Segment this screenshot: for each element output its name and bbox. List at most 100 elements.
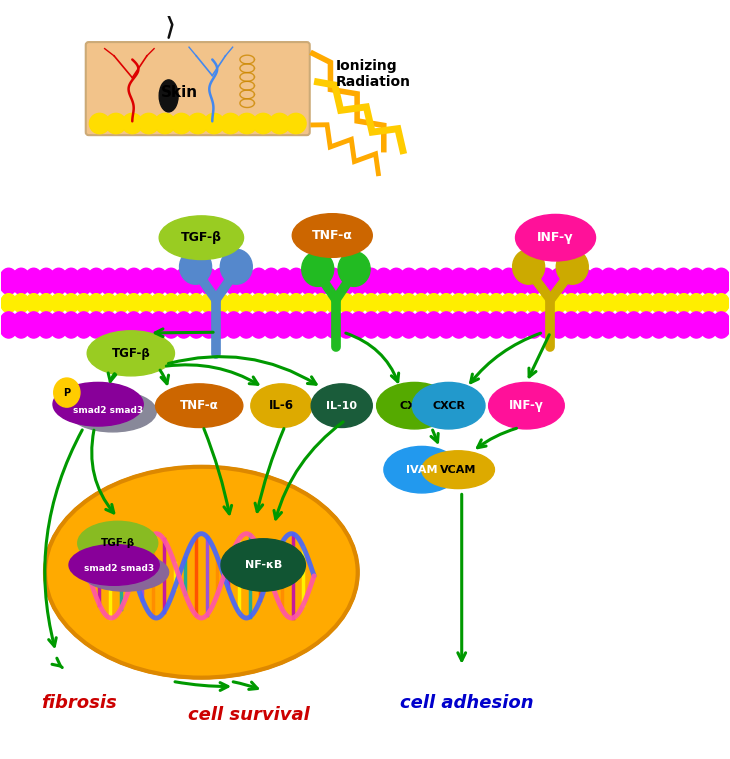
Ellipse shape <box>377 383 453 429</box>
Ellipse shape <box>124 312 143 338</box>
Ellipse shape <box>337 268 356 294</box>
Text: Ionizing
Radiation: Ionizing Radiation <box>336 59 411 89</box>
Ellipse shape <box>221 539 305 591</box>
Ellipse shape <box>387 268 406 294</box>
Ellipse shape <box>712 268 730 294</box>
Ellipse shape <box>364 294 380 313</box>
Ellipse shape <box>349 312 368 338</box>
Ellipse shape <box>651 294 666 313</box>
Ellipse shape <box>699 312 718 338</box>
Ellipse shape <box>524 312 543 338</box>
Text: CXLL: CXLL <box>399 401 430 411</box>
Ellipse shape <box>50 294 66 313</box>
Ellipse shape <box>187 268 206 294</box>
Ellipse shape <box>412 312 431 338</box>
Ellipse shape <box>238 294 254 313</box>
Ellipse shape <box>213 294 229 313</box>
Ellipse shape <box>613 294 629 313</box>
Ellipse shape <box>62 312 80 338</box>
Ellipse shape <box>155 384 243 427</box>
Ellipse shape <box>74 268 93 294</box>
Ellipse shape <box>150 294 166 313</box>
Text: cell adhesion: cell adhesion <box>400 694 534 712</box>
Text: TGF-β: TGF-β <box>181 231 222 244</box>
Ellipse shape <box>474 312 493 338</box>
Ellipse shape <box>0 268 18 294</box>
Ellipse shape <box>138 294 154 313</box>
Text: IVAM: IVAM <box>406 465 437 474</box>
Ellipse shape <box>637 268 656 294</box>
Ellipse shape <box>49 268 68 294</box>
Ellipse shape <box>224 312 243 338</box>
Ellipse shape <box>599 312 618 338</box>
Ellipse shape <box>262 268 280 294</box>
Ellipse shape <box>524 268 543 294</box>
Ellipse shape <box>62 268 80 294</box>
Ellipse shape <box>438 294 454 313</box>
Ellipse shape <box>301 251 334 286</box>
Ellipse shape <box>159 80 178 112</box>
Ellipse shape <box>64 294 79 313</box>
Ellipse shape <box>362 268 381 294</box>
Ellipse shape <box>36 268 55 294</box>
Ellipse shape <box>576 294 592 313</box>
Ellipse shape <box>550 312 568 338</box>
Ellipse shape <box>38 294 54 313</box>
Ellipse shape <box>287 312 306 338</box>
Ellipse shape <box>399 268 418 294</box>
Ellipse shape <box>562 268 581 294</box>
Ellipse shape <box>201 294 217 313</box>
Ellipse shape <box>487 268 506 294</box>
Ellipse shape <box>601 294 617 313</box>
Ellipse shape <box>550 268 568 294</box>
Ellipse shape <box>220 249 253 284</box>
Ellipse shape <box>515 215 596 261</box>
Ellipse shape <box>287 268 306 294</box>
Ellipse shape <box>324 268 343 294</box>
Ellipse shape <box>374 312 393 338</box>
Ellipse shape <box>126 294 142 313</box>
Ellipse shape <box>450 312 468 338</box>
Ellipse shape <box>713 294 729 313</box>
Ellipse shape <box>69 391 156 432</box>
Ellipse shape <box>676 294 692 313</box>
Ellipse shape <box>638 294 654 313</box>
Text: smad2 smad3: smad2 smad3 <box>72 405 142 414</box>
Ellipse shape <box>1 294 17 313</box>
Ellipse shape <box>462 268 481 294</box>
Ellipse shape <box>450 294 466 313</box>
Ellipse shape <box>237 268 256 294</box>
Ellipse shape <box>122 113 142 134</box>
Ellipse shape <box>87 331 174 376</box>
Ellipse shape <box>512 268 531 294</box>
Ellipse shape <box>292 214 372 257</box>
Ellipse shape <box>74 312 93 338</box>
Ellipse shape <box>274 312 293 338</box>
FancyBboxPatch shape <box>85 42 310 135</box>
Ellipse shape <box>587 312 606 338</box>
Ellipse shape <box>462 312 481 338</box>
Ellipse shape <box>612 312 631 338</box>
Ellipse shape <box>556 249 588 284</box>
Ellipse shape <box>512 312 531 338</box>
Ellipse shape <box>13 294 29 313</box>
Text: TNF-α: TNF-α <box>312 229 353 242</box>
Text: INF-γ: INF-γ <box>537 231 574 244</box>
Ellipse shape <box>149 312 168 338</box>
Text: TGF-β: TGF-β <box>112 347 150 360</box>
Ellipse shape <box>437 312 456 338</box>
Ellipse shape <box>285 113 306 134</box>
Ellipse shape <box>362 312 381 338</box>
Ellipse shape <box>78 521 158 565</box>
Ellipse shape <box>499 268 518 294</box>
Ellipse shape <box>488 294 504 313</box>
Ellipse shape <box>76 294 92 313</box>
Ellipse shape <box>575 312 593 338</box>
Ellipse shape <box>49 312 68 338</box>
Text: TGF-β: TGF-β <box>101 538 135 548</box>
Ellipse shape <box>499 312 518 338</box>
Ellipse shape <box>299 268 318 294</box>
Ellipse shape <box>712 312 730 338</box>
Ellipse shape <box>662 312 681 338</box>
Ellipse shape <box>501 294 517 313</box>
